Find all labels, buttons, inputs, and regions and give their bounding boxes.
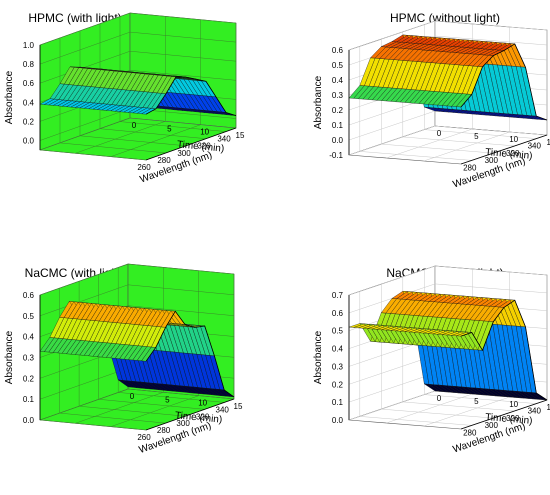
z-tick-label: 0.6: [332, 309, 344, 318]
x-tick-label: 260: [137, 163, 151, 172]
z-tick-label: 0.5: [332, 327, 344, 336]
y-tick-label: 5: [167, 124, 172, 133]
x-tick-label: 320: [506, 149, 520, 158]
chart-panel-3: NaCMC (with light)0.00.10.20.30.40.50.62…: [4, 263, 243, 456]
chart-panel-2: HPMC (without light) -0.1 0.0 0.1 0.2 0.3 0.4 0…: [313, 11, 550, 190]
x-tick-label: 320: [196, 412, 210, 421]
y-gridline: [75, 267, 164, 424]
x-axis-line: [460, 134, 548, 165]
z-tick-label: 0.0: [23, 416, 35, 425]
y-tick-label: 0: [130, 392, 135, 401]
surface-front-edge: [460, 299, 548, 401]
z-tick-label: 0.4: [23, 333, 35, 342]
z-tick-label: 0.6: [23, 79, 35, 88]
y-axis-label: Time (min): [174, 410, 222, 425]
x-tick-label: 320: [197, 142, 211, 151]
z-tick-label: 0.5: [23, 312, 35, 321]
y-tick-label: 5: [474, 397, 479, 406]
y-gridline: [110, 270, 199, 427]
x-tick-label: 280: [463, 428, 477, 437]
y-tick-label: 5: [165, 395, 170, 404]
y-tick-label: 15: [236, 131, 245, 140]
z-tick-label: 0.2: [23, 374, 35, 383]
z-tick-label: 0.7: [332, 291, 344, 300]
z-tick-label: 0.4: [332, 345, 344, 354]
y-gridline: [39, 264, 129, 421]
y-tick-label: 10: [509, 135, 518, 144]
surface-front-edge: [145, 76, 237, 116]
x-tick-label: 300: [177, 149, 191, 158]
x-tick-label: 300: [485, 156, 499, 165]
x-tick-label: 280: [157, 426, 171, 435]
z-tick-label: 0.2: [332, 380, 344, 389]
chart-title: HPMC (with light): [28, 11, 121, 25]
x-tick-label: 280: [157, 156, 171, 165]
y-axis-label: Time (min): [485, 412, 533, 427]
y-axis-label: Time (min): [176, 139, 224, 154]
z-axis-label: Absorbance: [4, 330, 15, 384]
y-tick-label: 10: [509, 400, 518, 409]
y-tick-label: 15: [547, 138, 550, 147]
chart-panel-1: HPMC (with light) 0.0 0.2 0.4 0.6 0.8 1.0 260 28…: [4, 11, 245, 186]
x-axis-line: [460, 399, 548, 430]
z-tick-label: 0.3: [332, 362, 344, 371]
y-tick-label: 0: [132, 121, 137, 130]
z-tick-label: 1.0: [23, 41, 35, 50]
z-tick-label: -0.1: [329, 151, 343, 160]
z-tick-label: 0.2: [23, 117, 35, 126]
surface-front-edge: [145, 310, 235, 398]
z-axis-label: Absorbance: [4, 70, 15, 124]
z-tick-label: 0.2: [332, 106, 344, 115]
x-tick-label: 300: [485, 421, 499, 430]
x-tick-label: 340: [216, 405, 230, 414]
chart-panel-4: NaCMC (without light)0.00.10.20.30.40.50…: [313, 265, 550, 455]
x-tick-label: 320: [506, 414, 520, 423]
y-tick-label: 0: [437, 394, 442, 403]
y-tick-label: 10: [200, 128, 209, 137]
z-tick-label: 0.4: [332, 76, 344, 85]
y-tick-label: 5: [474, 132, 479, 141]
z-axis-label: Absorbance: [313, 75, 324, 129]
chart-title: HPMC (without light): [390, 11, 500, 25]
x-tick-label: 340: [528, 142, 542, 151]
z-tick-label: 0.3: [23, 354, 35, 363]
x-tick-label: 300: [176, 419, 190, 428]
x-tick-label: 340: [217, 135, 231, 144]
z-tick-label: 0.8: [23, 60, 35, 69]
y-gridline: [39, 13, 131, 151]
y-tick-label: 0: [437, 129, 442, 138]
z-tick-label: 0.4: [23, 98, 35, 107]
z-tick-label: 0.6: [332, 46, 344, 55]
z-axis-label: Absorbance: [313, 330, 324, 384]
z-tick-label: 0.1: [23, 395, 35, 404]
y-tick-label: 15: [547, 403, 550, 412]
x-tick-label: 340: [528, 407, 542, 416]
z-tick-label: 0.0: [332, 136, 344, 145]
z-tick-label: 0.0: [332, 416, 344, 425]
z-tick-label: 0.0: [23, 136, 35, 145]
y-tick-label: 15: [234, 402, 243, 411]
y-axis-label: Time (min): [485, 147, 533, 162]
z-tick-label: 0.5: [332, 61, 344, 70]
x-axis-line: [145, 127, 237, 161]
x-tick-label: 260: [137, 433, 151, 442]
z-tick-label: 0.1: [332, 398, 344, 407]
z-tick-label: 0.6: [23, 291, 35, 300]
surface-front-edge: [460, 43, 548, 121]
y-tick-label: 10: [198, 399, 207, 408]
z-tick-label: 0.3: [332, 91, 344, 100]
y-gridline: [110, 19, 201, 157]
x-tick-label: 280: [463, 163, 477, 172]
z-tick-label: 0.1: [332, 121, 344, 130]
x-axis-line: [145, 398, 235, 431]
y-gridline: [75, 16, 166, 154]
